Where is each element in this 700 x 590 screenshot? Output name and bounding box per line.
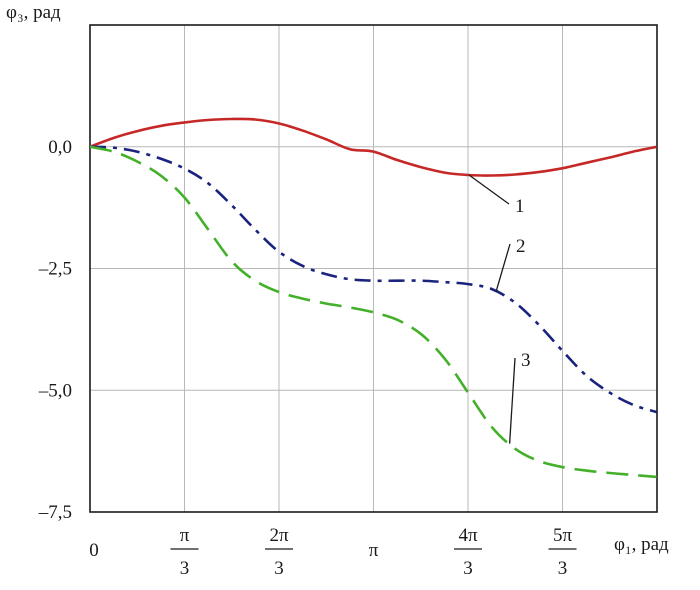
series-line-1 [89,117,657,177]
x-tick-numerator: 4π [458,525,478,546]
annotations: 1 2 3 [468,174,531,444]
x-tick-numerator: 2π [269,525,289,546]
x-tick-denominator: 3 [274,558,284,579]
x-tick-label: π [369,540,379,561]
leader-line [495,243,511,292]
curve-label-3: 3 [521,350,531,371]
x-axis-label: φ₁, рад [614,534,669,555]
plot-frame [89,24,658,513]
leader-line [508,357,516,444]
y-tick-label: –7,5 [38,502,72,523]
curve-label-1: 1 [515,196,525,217]
x-tick-label: 0 [89,540,99,561]
grid-lines [90,24,657,512]
x-tick-numerator: 5π [553,525,573,546]
y-axis-label: φ₃, рад [6,2,61,23]
x-tick-numerator: π [180,525,190,546]
x-tick-denominator: 3 [463,558,473,579]
leader-line [468,174,510,205]
series-layer [89,117,658,479]
y-tick-label: –2,5 [38,259,72,280]
series-line-3 [89,145,657,479]
x-tick-denominator: 3 [180,558,190,579]
y-tick-label: –5,0 [38,380,72,401]
x-tick-denominator: 3 [558,558,568,579]
tick-labels: 0,0 –2,5 –5,0 –7,5 0 π 3 2π 3 π 4π 3 5π 3 [38,137,577,579]
curve-label-2: 2 [516,236,526,257]
y-tick-label: 0,0 [48,137,72,158]
